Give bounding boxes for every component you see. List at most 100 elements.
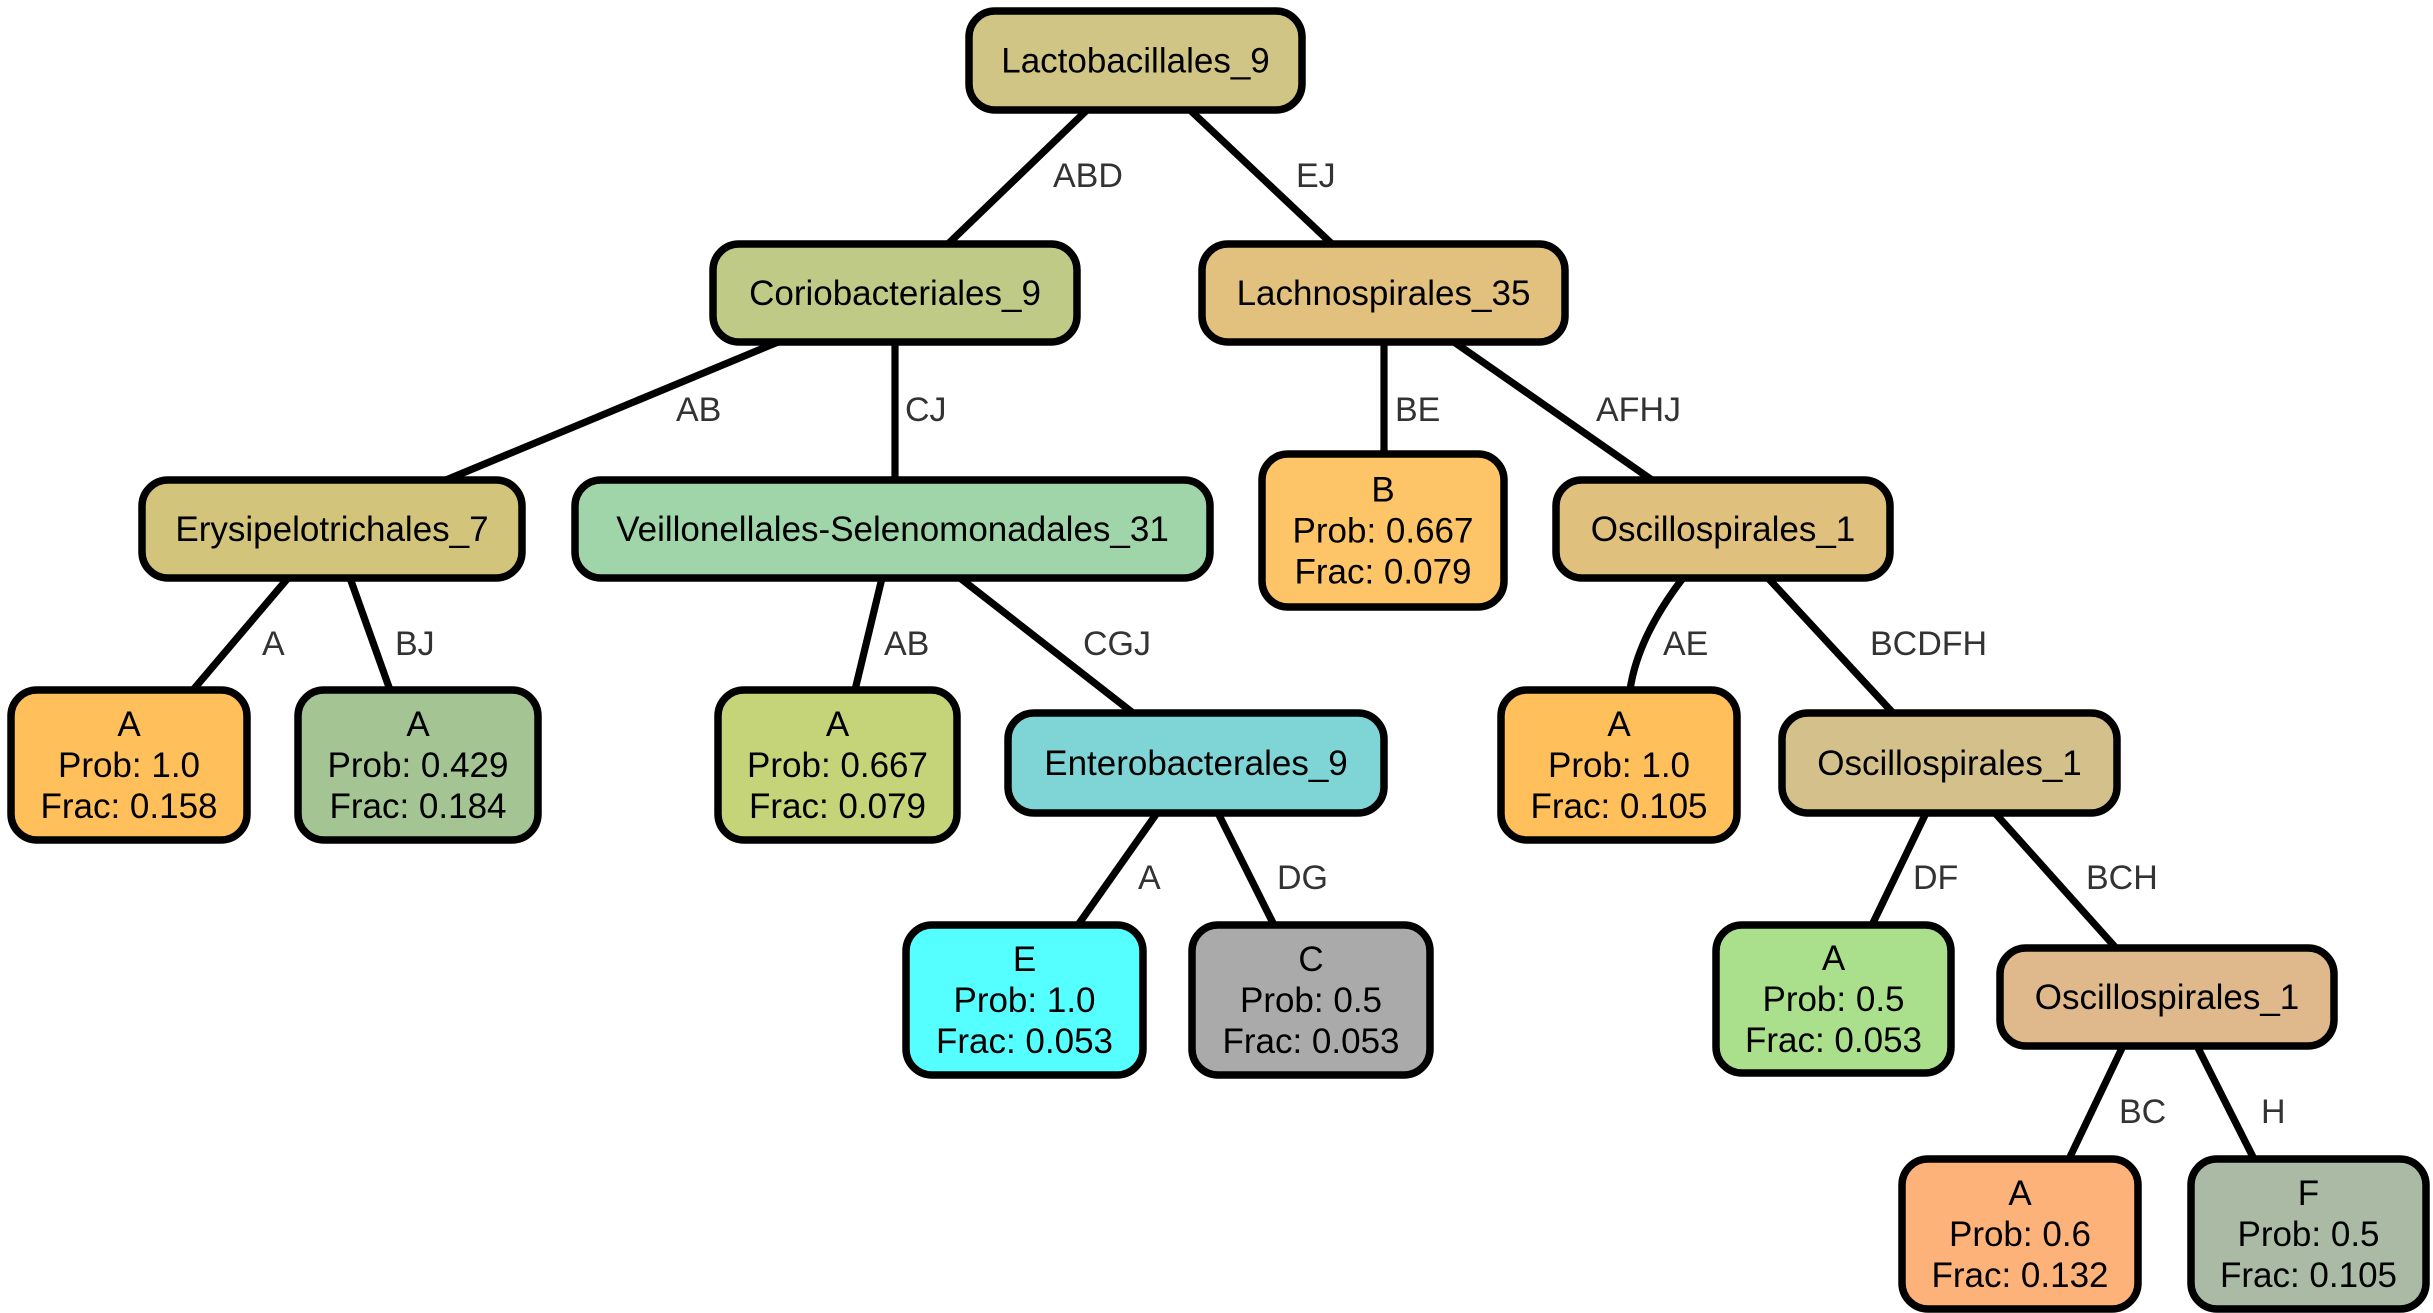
leaf-prob-label: Prob: 1.0 xyxy=(58,746,200,785)
edge-label: DG xyxy=(1277,859,1328,897)
node-box xyxy=(1497,686,1741,844)
node-box xyxy=(714,686,961,844)
node-box xyxy=(1996,944,2338,1050)
node-box xyxy=(709,240,1081,346)
edge-label: DF xyxy=(1913,859,1958,897)
tree-edge xyxy=(346,576,394,692)
tree-edge xyxy=(1992,810,2119,951)
tree-edge xyxy=(1765,575,1896,716)
split-node: Coriobacteriales_9 xyxy=(709,240,1081,346)
leaf-frac-label: Frac: 0.105 xyxy=(2220,1256,2397,1295)
leaf-prob-label: Prob: 0.667 xyxy=(747,746,928,785)
node-box xyxy=(7,686,251,844)
split-node: Veillonellales-Selenomonadales_31 xyxy=(571,476,1214,582)
edge-label: BCDFH xyxy=(1870,625,1987,663)
leaf-prob-label: Prob: 1.0 xyxy=(1548,746,1690,785)
tree-edge xyxy=(1451,339,1655,483)
node-box xyxy=(1778,709,2121,817)
node-label: Lactobacillales_9 xyxy=(1001,42,1270,81)
node-box xyxy=(1258,450,1508,611)
node-box xyxy=(294,686,542,844)
leaf-class-label: A xyxy=(406,705,430,744)
leaf-prob-label: Prob: 0.5 xyxy=(2237,1215,2379,1254)
split-node: Oscillospirales_1 xyxy=(1778,709,2121,817)
edge-label: CGJ xyxy=(1083,625,1151,663)
leaf-class-label: C xyxy=(1298,940,1323,979)
node-box xyxy=(902,921,1147,1079)
leaf-frac-label: Frac: 0.132 xyxy=(1931,1256,2108,1295)
node-box xyxy=(571,476,1214,582)
split-node: Lachnospirales_35 xyxy=(1198,240,1569,346)
edge-label: BC xyxy=(2119,1093,2166,1131)
node-box xyxy=(1712,921,1955,1077)
leaf-class-label: E xyxy=(1013,940,1036,979)
split-node: Lactobacillales_9 xyxy=(965,7,1306,114)
tree-edge xyxy=(190,575,291,693)
leaf-class-label: A xyxy=(826,705,850,744)
node-label: Enterobacterales_9 xyxy=(1044,744,1348,783)
node-label: Veillonellales-Selenomonadales_31 xyxy=(616,510,1169,549)
node-box xyxy=(1898,1155,2142,1313)
split-node: Oscillospirales_1 xyxy=(1996,944,2338,1050)
edge-label: BCH xyxy=(2086,859,2158,897)
tree-edge xyxy=(1868,811,1930,927)
leaf-class-label: F xyxy=(2298,1174,2319,1213)
tree-edge xyxy=(444,338,780,484)
tree-edge xyxy=(851,577,886,691)
leaf-prob-label: Prob: 0.6 xyxy=(1949,1215,2091,1254)
edge-label: BJ xyxy=(395,625,435,663)
split-node: Oscillospirales_1 xyxy=(1552,476,1894,582)
leaf-frac-label: Frac: 0.158 xyxy=(40,787,217,826)
edge-label: A xyxy=(1138,859,1161,897)
node-box xyxy=(138,476,526,582)
edge-label: AB xyxy=(676,391,721,429)
node-box xyxy=(965,7,1306,114)
edge-label: ABD xyxy=(1053,157,1123,195)
edge-label: AFHJ xyxy=(1596,391,1681,429)
node-box xyxy=(1188,921,1434,1079)
node-box xyxy=(1004,709,1388,817)
leaf-frac-label: Frac: 0.184 xyxy=(329,787,506,826)
tree-edge xyxy=(1187,107,1335,247)
tree-edge xyxy=(1075,810,1160,928)
leaf-prob-label: Prob: 1.0 xyxy=(953,981,1095,1020)
leaf-class-label: B xyxy=(1371,471,1394,510)
leaf-frac-label: Frac: 0.105 xyxy=(1530,787,1707,826)
leaf-frac-label: Frac: 0.079 xyxy=(1294,553,1471,592)
leaf-prob-label: Prob: 0.429 xyxy=(328,746,509,785)
node-label: Oscillospirales_1 xyxy=(1817,744,2082,783)
tree-edge xyxy=(1214,811,1278,927)
edge-label: CJ xyxy=(905,391,947,429)
edge-label: H xyxy=(2261,1093,2286,1131)
node-label: Lachnospirales_35 xyxy=(1237,274,1531,313)
leaf-class-label: A xyxy=(117,705,141,744)
node-label: Coriobacteriales_9 xyxy=(749,274,1041,313)
tree-nodes: Lactobacillales_9 Coriobacteriales_9 Lachn… xyxy=(7,7,2430,1313)
tree-edge xyxy=(2065,1044,2127,1161)
tree-edge xyxy=(957,575,1136,716)
split-node: Enterobacterales_9 xyxy=(1004,709,1388,817)
tree-edge xyxy=(1626,575,1686,691)
leaf-frac-label: Frac: 0.053 xyxy=(936,1022,1113,1061)
tree-edge xyxy=(2193,1044,2258,1161)
node-box xyxy=(1198,240,1569,346)
tree-edge xyxy=(945,107,1090,247)
node-label: Oscillospirales_1 xyxy=(2035,978,2300,1017)
leaf-prob-label: Prob: 0.667 xyxy=(1293,512,1474,551)
leaf-class-label: A xyxy=(1607,705,1631,744)
edge-label: EJ xyxy=(1296,157,1336,195)
leaf-class-label: A xyxy=(2008,1174,2032,1213)
leaf-frac-label: Frac: 0.053 xyxy=(1745,1021,1922,1060)
split-node: Erysipelotrichales_7 xyxy=(138,476,526,582)
